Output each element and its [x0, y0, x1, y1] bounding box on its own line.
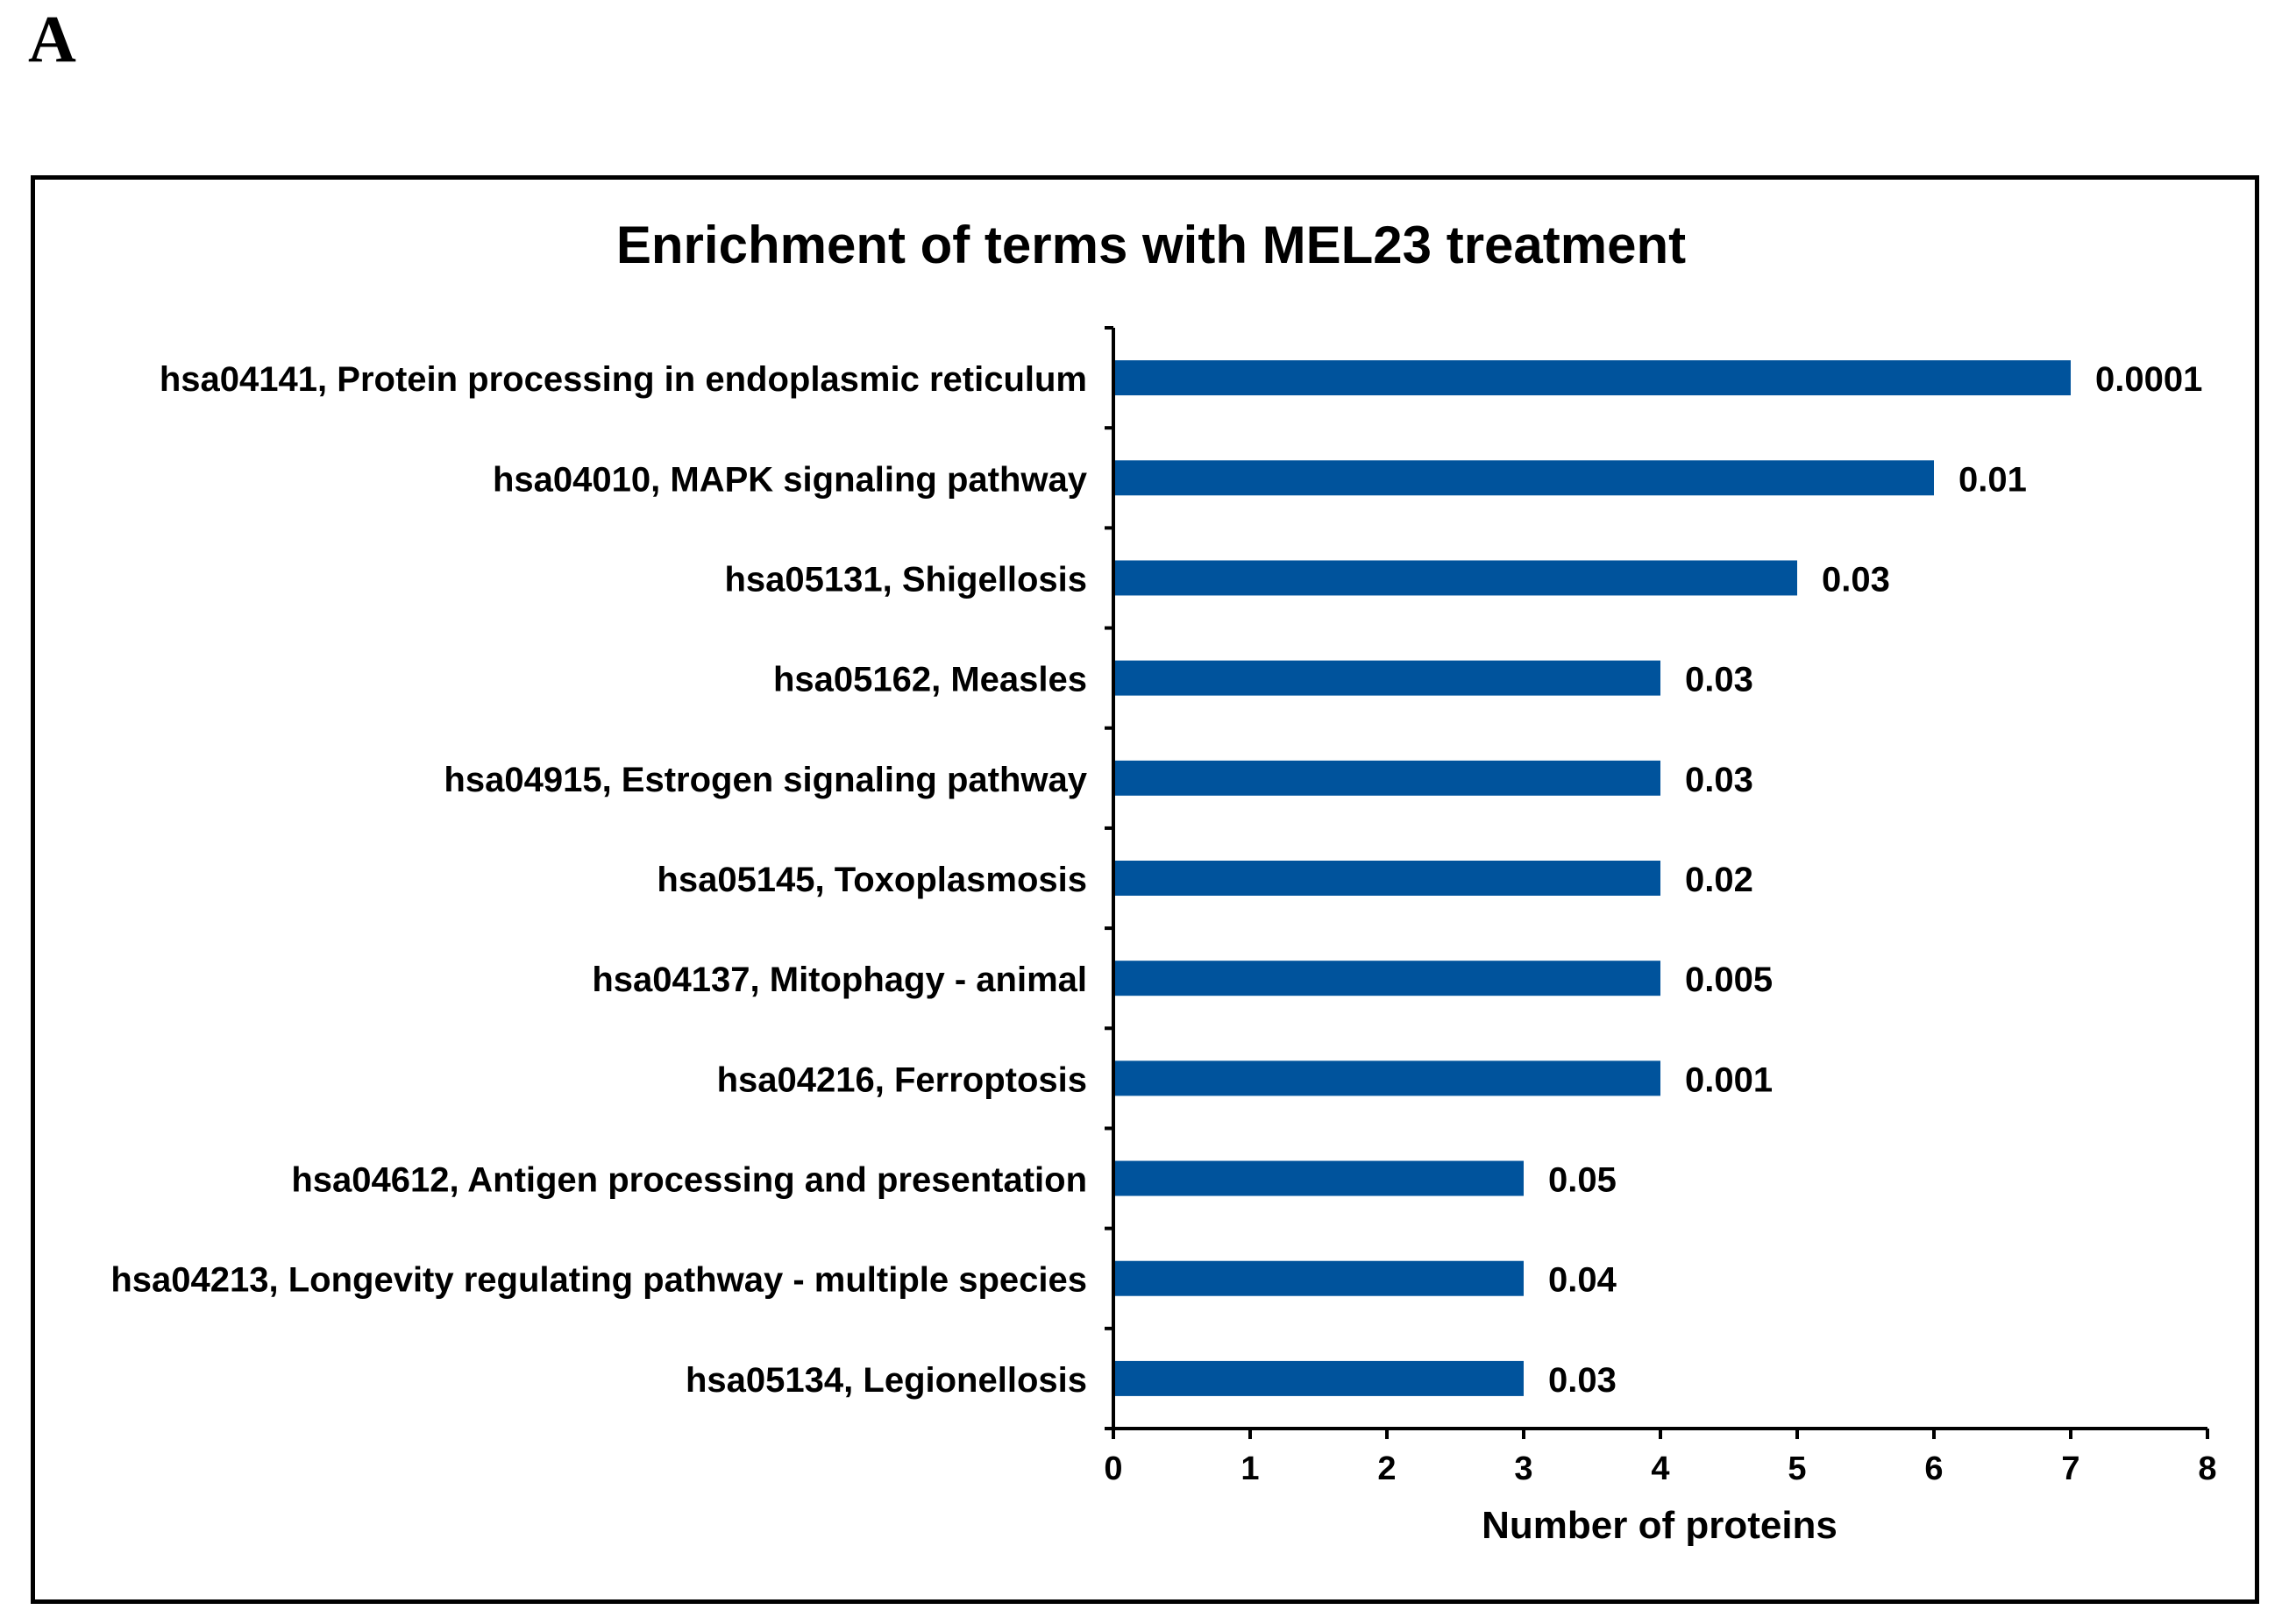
x-axis-title: Number of proteins	[1482, 1504, 1838, 1547]
bar-5	[1113, 861, 1660, 896]
x-tick-label-3: 3	[1514, 1450, 1532, 1487]
category-label-1: hsa04010, MAPK signaling pathway	[493, 460, 1088, 499]
data-label-5: 0.02	[1685, 861, 1753, 899]
panel-label: A	[28, 3, 76, 76]
x-tick-label-0: 0	[1104, 1450, 1122, 1487]
data-label-8: 0.05	[1548, 1161, 1617, 1200]
axes: 0 1 2 3 4 5 6 7 8	[1104, 326, 2217, 1487]
category-labels: hsa04141, Protein processing in endoplas…	[110, 360, 1087, 1400]
data-label-3: 0.03	[1685, 661, 1753, 699]
data-label-9: 0.04	[1548, 1261, 1617, 1300]
x-tick-label-2: 2	[1377, 1450, 1396, 1487]
data-label-7: 0.001	[1685, 1060, 1773, 1099]
category-label-6: hsa04137, Mitophagy - animal	[592, 961, 1087, 999]
category-label-0: hsa04141, Protein processing in endoplas…	[160, 360, 1087, 399]
chart-frame	[31, 175, 2259, 1604]
x-tick-label-8: 8	[2198, 1450, 2216, 1487]
bar-4	[1113, 760, 1660, 796]
bar-0	[1113, 360, 2071, 396]
bar-10	[1113, 1360, 1524, 1396]
bar-6	[1113, 961, 1660, 996]
x-tick-label-6: 6	[1924, 1450, 1943, 1487]
bar-3	[1113, 660, 1660, 696]
x-tick-label-7: 7	[2061, 1450, 2079, 1487]
data-label-10: 0.03	[1548, 1361, 1617, 1400]
data-label-1: 0.01	[1958, 460, 2027, 499]
x-tick-label-5: 5	[1788, 1450, 1806, 1487]
category-label-3: hsa05162, Measles	[773, 661, 1087, 699]
bar-9	[1113, 1260, 1524, 1296]
bars-layer	[1113, 360, 2071, 1396]
category-label-5: hsa05145, Toxoplasmosis	[657, 861, 1087, 899]
bar-2	[1113, 560, 1797, 596]
bar-8	[1113, 1160, 1524, 1196]
category-label-2: hsa05131, Shigellosis	[724, 560, 1087, 599]
bar-1	[1113, 460, 1934, 496]
x-tick-label-4: 4	[1651, 1450, 1669, 1487]
data-label-4: 0.03	[1685, 761, 1753, 799]
data-label-2: 0.03	[1822, 560, 1890, 599]
category-label-8: hsa04612, Antigen processing and present…	[291, 1161, 1087, 1200]
category-label-4: hsa04915, Estrogen signaling pathway	[444, 761, 1087, 799]
x-tick-label-1: 1	[1240, 1450, 1259, 1487]
category-label-7: hsa04216, Ferroptosis	[717, 1060, 1087, 1099]
bar-7	[1113, 1060, 1660, 1096]
data-label-6: 0.005	[1685, 961, 1773, 999]
data-label-0: 0.0001	[2095, 360, 2202, 399]
category-label-10: hsa05134, Legionellosis	[686, 1361, 1087, 1400]
chart-title: Enrichment of terms with MEL23 treatment	[616, 216, 1686, 274]
data-labels: 0.0001 0.01 0.03 0.03 0.03 0.02 0.005 0.001 0.05…	[1548, 360, 2202, 1400]
category-label-9: hsa04213, Longevity regulating pathway -…	[110, 1261, 1087, 1300]
